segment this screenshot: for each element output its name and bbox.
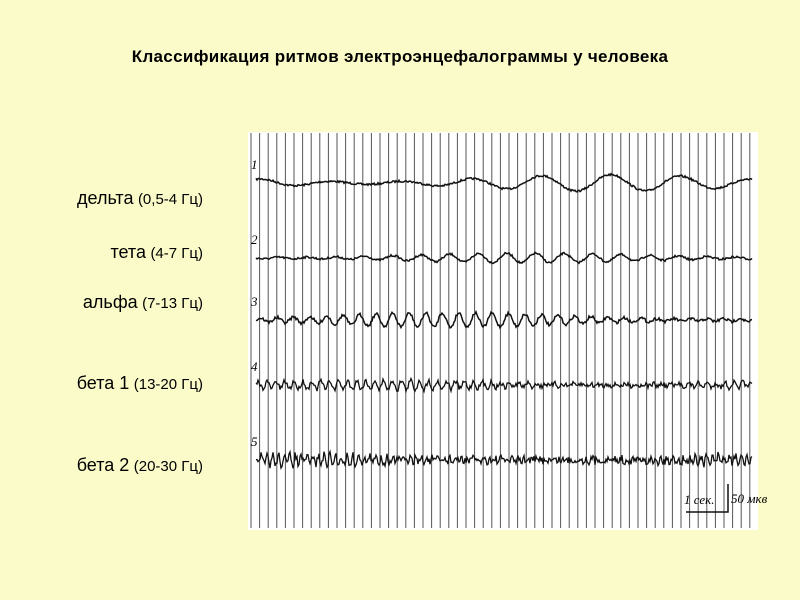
rhythm-name: бета 1 [77, 373, 130, 393]
rhythm-label: бета 2 (20-30 Гц) [77, 455, 203, 475]
eeg-trace [255, 172, 753, 193]
eeg-image: 1 2 3 4 5 1 сек. 50 мкв [248, 132, 768, 530]
rhythm-label: тета (4-7 Гц) [110, 242, 203, 262]
rhythm-label: бета 1 (13-20 Гц) [77, 373, 203, 393]
rhythm-name: бета 2 [77, 455, 130, 475]
rhythm-name: альфа [83, 292, 139, 312]
slide-title: Классификация ритмов электроэнцефалограм… [132, 47, 669, 66]
rhythm-range: (20-30 Гц) [134, 458, 203, 475]
rhythm-range: (7-13 Гц) [142, 295, 203, 312]
trace-number: 2 [251, 232, 258, 247]
rhythm-name: дельта [77, 188, 134, 208]
time-scale: 1 сек. [684, 492, 714, 507]
eeg-trace [255, 376, 753, 394]
eeg-trace [255, 251, 753, 265]
scale-bar [686, 484, 729, 513]
rhythm-range: (0,5-4 Гц) [138, 191, 203, 208]
trace-number: 1 [251, 157, 258, 172]
trace-number: 4 [251, 359, 258, 374]
rhythm-range: (13-20 Гц) [134, 376, 203, 393]
eeg-trace [255, 309, 753, 330]
rhythm-range: (4-7 Гц) [150, 245, 203, 262]
trace-number: 5 [251, 434, 258, 449]
rhythm-labels: дельта (0,5-4 Гц) тета (4-7 Гц) альфа (7-1… [77, 188, 203, 475]
amplitude-scale: 50 мкв [731, 491, 768, 506]
rhythm-label: альфа (7-13 Гц) [83, 292, 203, 312]
rhythm-name: тета [110, 242, 146, 262]
eeg-trace [255, 449, 753, 470]
trace-number: 3 [250, 294, 258, 309]
rhythm-label: дельта (0,5-4 Гц) [77, 188, 203, 208]
